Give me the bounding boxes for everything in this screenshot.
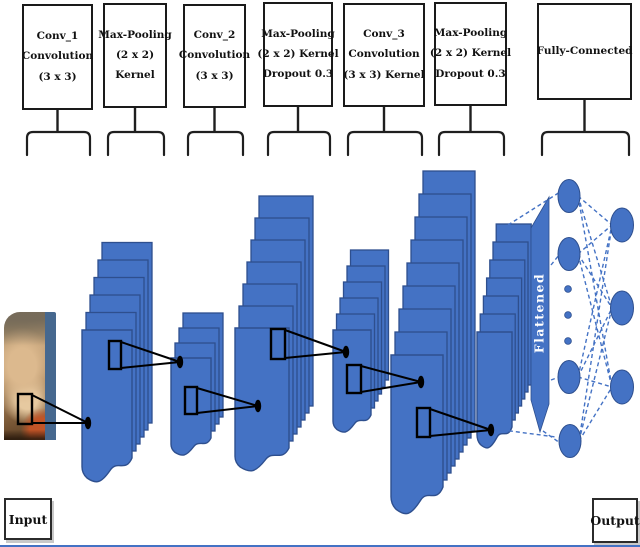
stage-box-line: Kernel (115, 69, 155, 81)
stage-box-line: (2 x 2) Kernel (429, 47, 512, 60)
brace-pool-3 (437, 106, 506, 157)
feature-stack-pool-2 (332, 249, 390, 433)
fc-output-node (610, 207, 634, 243)
fc-output-node (610, 369, 634, 405)
receptive-dot (176, 355, 184, 369)
flatten-banner: Flattened (530, 195, 550, 434)
fc-ellipsis-dot (564, 337, 572, 345)
output-label-box: Output (590, 498, 640, 543)
input-label-box: Input (4, 498, 52, 540)
stage-box-line: Convolution (178, 49, 251, 62)
input-image (4, 312, 56, 440)
feature-stack-conv-1 (81, 241, 153, 483)
stage-box-line: (2 x 2) (115, 48, 155, 61)
fc-connections (494, 191, 613, 444)
stage-box-line: Dropout 0.3 (262, 68, 334, 80)
receptive-field-2 (183, 385, 262, 416)
fc-ellipsis-dot (564, 285, 572, 293)
receptive-field-1 (107, 339, 184, 371)
stage-box-line: Max-Pooling (433, 27, 508, 40)
feature-stack-pool-3 (476, 223, 532, 449)
stage-box-line: Max-Pooling (98, 28, 172, 41)
stage-box-line: Conv_3 (363, 28, 405, 41)
stage-box-pool-1: Max-Pooling (2 x 2) Kernel (98, 3, 172, 108)
stage-box-conv-2: Conv_2 Convolution (3 x 3) (179, 4, 250, 108)
brace-conv-2 (186, 108, 245, 157)
bottom-border-line (0, 545, 640, 547)
stage-box-fully-connected: Fully-Connected (537, 3, 632, 100)
stage-box-line: (3 x 3) Kernel (343, 68, 425, 81)
brace-pool-1 (106, 108, 166, 157)
fc-output-node (610, 290, 634, 326)
stage-box-line: Convolution (348, 48, 420, 61)
stage-box-line: Convolution (21, 50, 94, 63)
stage-box-line: (3 x 3) (38, 70, 77, 83)
brace-pool-2 (266, 107, 332, 157)
stage-box-conv-3: Conv_3 Convolution (3 x 3) Kernel (343, 3, 425, 107)
flattened-label: Flattened (532, 273, 547, 354)
brace-conv-3 (346, 107, 424, 157)
stage-box-pool-2: Max-Pooling (2 x 2) Kernel Dropout 0.3 (257, 2, 339, 107)
feature-stack-pool-1 (170, 312, 224, 456)
receptive-field-5 (415, 406, 495, 439)
stage-box-line: Max-Pooling (261, 27, 335, 40)
receptive-dot (254, 399, 262, 413)
receptive-dot (417, 375, 425, 389)
receptive-dot (84, 416, 92, 430)
brace-conv-1 (25, 110, 92, 157)
feature-stack-conv-3 (390, 170, 476, 515)
stage-box-line: (3 x 3) (195, 69, 234, 82)
stage-box-line: Dropout 0.3 (435, 67, 506, 80)
feature-stack-conv-2 (234, 195, 314, 472)
stage-box-line: Conv_1 (36, 30, 79, 43)
receptive-dot (342, 345, 350, 359)
receptive-field-4 (345, 363, 425, 395)
receptive-field-3 (269, 327, 350, 361)
fc-ellipsis-dot (564, 311, 572, 319)
stage-box-pool-3: Max-Pooling (2 x 2) Kernel Dropout 0.3 (430, 2, 511, 106)
fc-hidden-node (557, 179, 581, 213)
fc-hidden-node (557, 360, 581, 394)
output-label: Output (590, 513, 640, 528)
fc-hidden-node (557, 237, 581, 271)
brace-fully-connected (540, 100, 631, 157)
fc-hidden-node (558, 424, 582, 458)
stage-box-conv-1: Conv_1 Convolution (3 x 3) (22, 4, 93, 110)
stage-box-line: (2 x 2) Kernel (257, 47, 339, 60)
receptive-dot (487, 423, 495, 437)
stage-box-line: Fully-Connected (536, 44, 633, 57)
stage-box-line: Conv_2 (193, 29, 236, 42)
input-label: Input (8, 511, 48, 527)
